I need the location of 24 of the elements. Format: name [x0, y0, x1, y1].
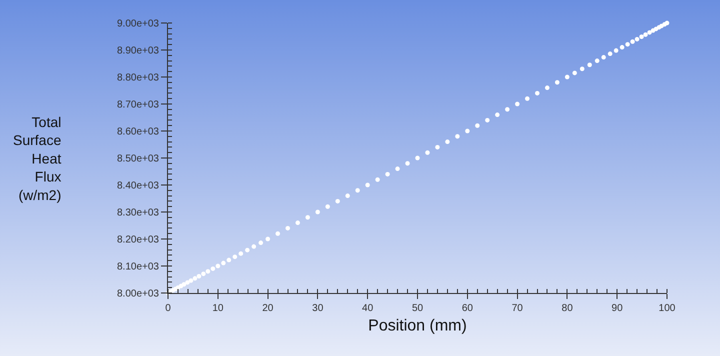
y-tick-label: 8.20e+03: [117, 234, 160, 246]
y-tick-label: 8.90e+03: [117, 46, 160, 56]
y-tick-label: 8.30e+03: [117, 208, 160, 218]
y-tick-label: 8.40e+03: [117, 180, 160, 192]
x-tick-label: 80: [562, 303, 574, 314]
y-tick-label: 8.00e+03: [117, 288, 160, 300]
y-tick-label: 8.60e+03: [117, 126, 160, 138]
y-tick-label: 8.70e+03: [117, 100, 160, 110]
x-tick-label: 10: [212, 303, 224, 314]
x-tick-label: 50: [412, 303, 424, 314]
y-tick-label: 8.10e+03: [117, 262, 160, 272]
x-tick-label: 30: [312, 303, 324, 314]
y-tick-label: 8.80e+03: [117, 72, 160, 84]
y-tick-label: 8.50e+03: [117, 154, 160, 164]
x-tick-label: 60: [462, 303, 474, 314]
x-axis-title: Position (mm): [368, 318, 467, 335]
x-tick-label: 90: [612, 303, 624, 314]
x-tick-label: 70: [512, 303, 524, 314]
x-tick-label: 100: [658, 303, 676, 314]
x-tick-label: 40: [362, 303, 374, 314]
y-tick-label: 9.00e+03: [117, 18, 160, 30]
x-tick-label: 0: [165, 303, 172, 314]
y-axis-title: Total Surface Heat Flux (w/m2): [13, 114, 62, 203]
x-tick-label: 20: [262, 303, 274, 314]
